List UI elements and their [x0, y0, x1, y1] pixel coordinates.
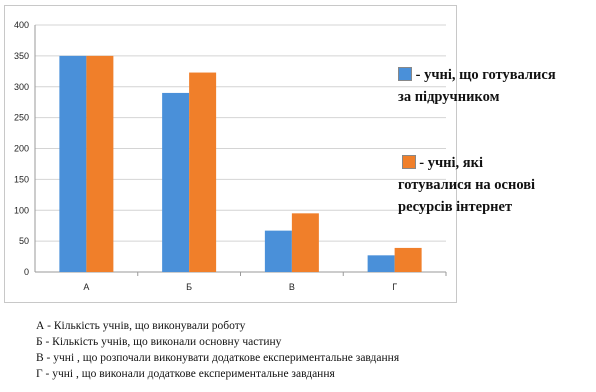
bar-chart: 0 50 100 150 200 250 300 350 400 А Б В Г: [14, 20, 447, 292]
legend-item-1-line-2: за підручником: [398, 89, 500, 105]
y-tick-label: 150: [14, 174, 29, 184]
y-tick-label: 300: [14, 82, 29, 92]
bar-В-series-2: [291, 213, 319, 272]
x-tick-label: В: [289, 282, 295, 292]
bar-В-series-1: [264, 230, 292, 272]
chart-frame: 0 50 100 150 200 250 300 350 400 А Б В Г: [4, 5, 457, 303]
x-tick-label: Б: [186, 282, 192, 292]
legend-item-2: - учні, які готувалися на основі ресурсі…: [398, 152, 535, 218]
note-a: А - Кількість учнів, що виконували робот…: [36, 320, 246, 332]
note-b: Б - Кількість учнів, що виконали основну…: [36, 336, 282, 348]
y-tick-label: 200: [14, 144, 29, 154]
legend-item-2-line-2: готувалися на основі: [398, 177, 536, 193]
y-tick-label: 400: [14, 20, 29, 30]
bar-Б-series-2: [189, 72, 217, 272]
x-tick-label: Г: [392, 282, 397, 292]
legend-swatch-blue: [398, 67, 412, 81]
category-notes: А - Кількість учнів, що виконували робот…: [36, 318, 399, 382]
y-tick-label: 250: [14, 113, 29, 123]
legend-item-1: - учні, що готувалися за підручником: [398, 64, 556, 108]
y-tick-label: 50: [19, 236, 29, 246]
y-tick-label: 350: [14, 51, 29, 61]
y-tick-label: 0: [24, 267, 29, 277]
bar-Г-series-1: [367, 255, 395, 272]
bar-Б-series-1: [162, 92, 190, 272]
bar-А-series-2: [86, 55, 114, 272]
bar-А-series-1: [59, 55, 87, 272]
note-d: Г - учні , що виконали додаткове експери…: [36, 368, 335, 380]
legend-item-2-line-1: - учні, які: [419, 155, 483, 171]
legend-item-2-line-3: ресурсів інтернет: [398, 199, 513, 215]
bar-Г-series-2: [394, 247, 422, 272]
note-c: В - учні , що розпочали виконувати додат…: [36, 352, 400, 364]
x-tick-label: А: [83, 282, 89, 292]
y-tick-label: 100: [14, 205, 29, 215]
legend-item-1-line-1: - учні, що готувалися: [415, 67, 556, 83]
legend-swatch-orange: [401, 155, 416, 169]
